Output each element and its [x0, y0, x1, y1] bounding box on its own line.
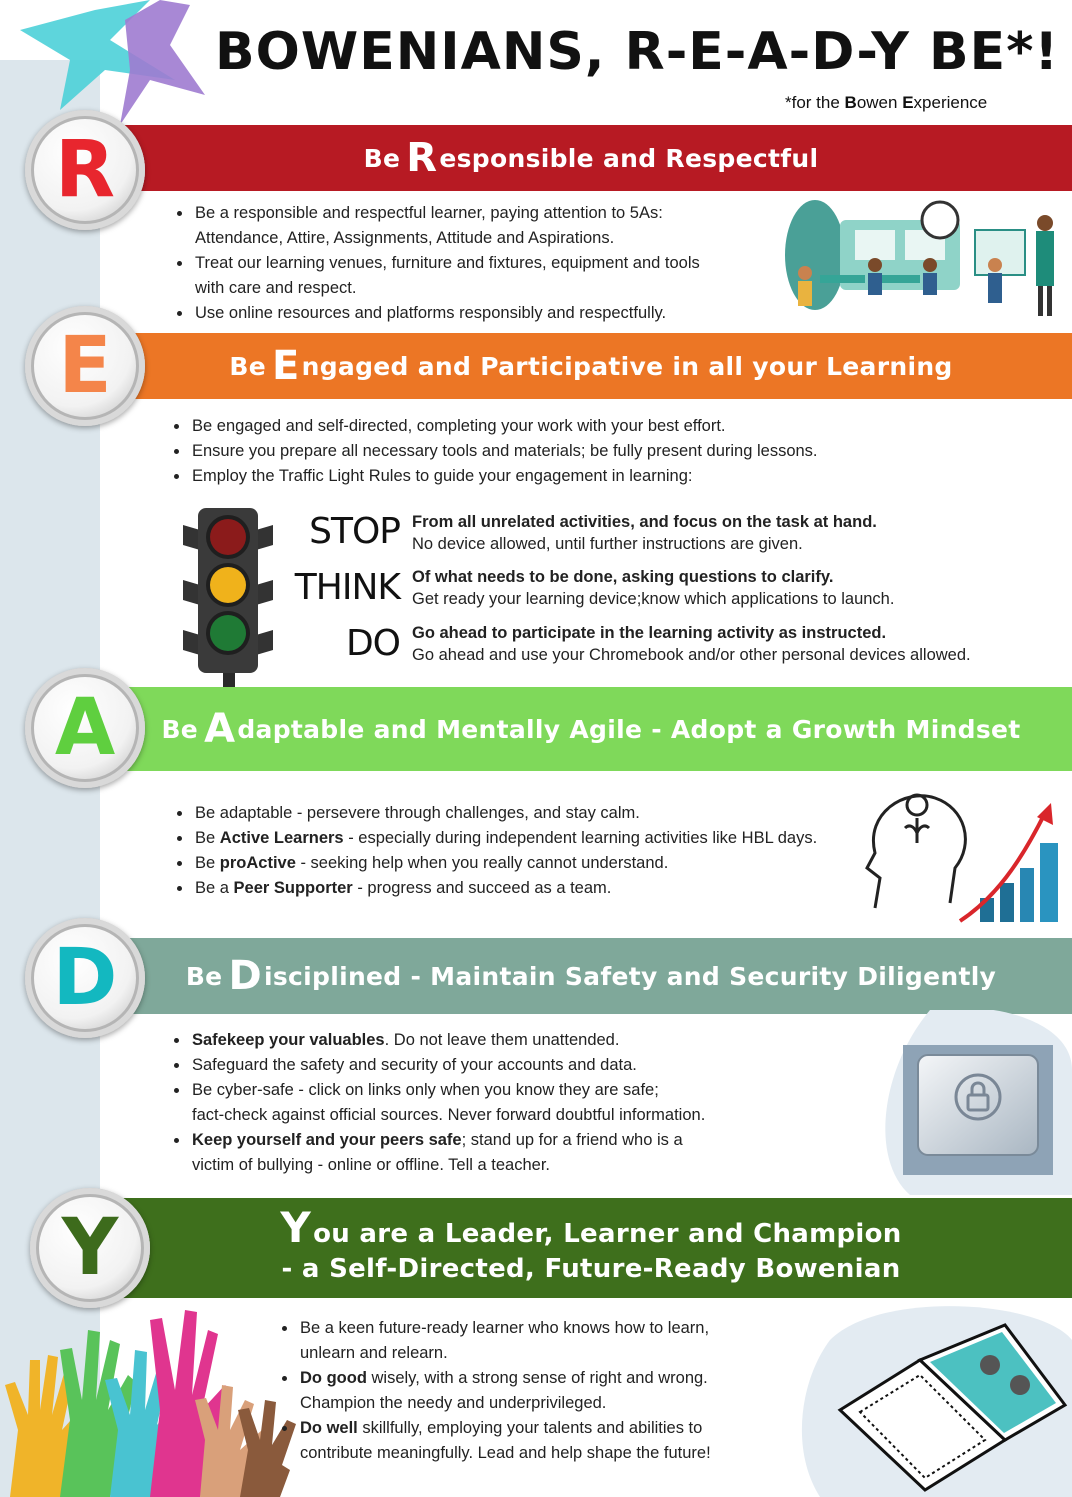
section-r-list: Be a responsible and respectful learner,… — [175, 201, 793, 326]
raised-hands-icon — [5, 1310, 296, 1497]
traffic-word-stop: STOP — [309, 511, 401, 552]
section-y-banner: You are a Leader, Learner and Champion -… — [110, 1198, 1072, 1298]
list-item: Employ the Traffic Light Rules to guide … — [190, 464, 1070, 489]
letter-y-badge: Y — [30, 1188, 150, 1308]
list-item: Treat our learning venues, furniture and… — [193, 251, 793, 301]
list-item: Be Active Learners - especially during i… — [193, 826, 913, 851]
traffic-text-think: Of what needs to be done, asking questio… — [412, 568, 895, 608]
list-item: Be a responsible and respectful learner,… — [193, 201, 793, 251]
letter-a-badge: A — [25, 668, 145, 788]
page-title: BOWENIANS, R-E-A-D-Y BE*! — [215, 22, 1060, 82]
list-item: Be a Peer Supporter - progress and succe… — [193, 876, 913, 901]
traffic-text-do: Go ahead to participate in the learning … — [412, 624, 971, 664]
list-item: Be a keen future-ready learner who knows… — [298, 1316, 818, 1366]
section-d-list: Safekeep your valuables. Do not leave th… — [172, 1028, 890, 1178]
star-decoration-icon — [20, 0, 205, 125]
section-y-banner-line1: You are a Leader, Learner and Champion — [280, 1202, 902, 1252]
list-item: Be engaged and self-directed, completing… — [190, 414, 1070, 439]
traffic-word-think: THINK — [294, 567, 401, 608]
list-item: Ensure you prepare all necessary tools a… — [190, 439, 1070, 464]
traffic-light-icon — [183, 508, 273, 687]
list-item: Keep yourself and your peers safe; stand… — [190, 1128, 890, 1178]
list-item: Be cyber-safe - click on links only when… — [190, 1078, 890, 1128]
growth-mindset-icon — [865, 793, 1058, 923]
page-subtitle: *for the Bowen Experience — [785, 93, 988, 112]
traffic-text-stop: From all unrelated activities, and focus… — [412, 513, 877, 553]
list-item: Safeguard the safety and security of you… — [190, 1053, 890, 1078]
letter-d-badge: D — [25, 918, 145, 1038]
section-y-banner-line2: - a Self-Directed, Future-Ready Bowenian — [281, 1253, 901, 1284]
list-item: Do good wisely, with a strong sense of r… — [298, 1366, 818, 1416]
letter-r-badge: R — [25, 110, 145, 230]
list-item: Be proActive - seeking help when you rea… — [193, 851, 913, 876]
list-item: Be adaptable - persevere through challen… — [193, 801, 913, 826]
list-item: Do well skillfully, employing your talen… — [298, 1416, 818, 1466]
section-e-list: Be engaged and self-directed, completing… — [172, 414, 1070, 489]
laptop-icon — [801, 1306, 1072, 1497]
list-item: Use online resources and platforms respo… — [193, 301, 793, 326]
letter-e-badge: E — [25, 306, 145, 426]
lock-key-icon — [903, 1045, 1053, 1175]
traffic-word-do: DO — [345, 623, 401, 664]
section-y-list: Be a keen future-ready learner who knows… — [280, 1316, 818, 1466]
classroom-illustration-icon — [785, 200, 1054, 316]
list-item: Safekeep your valuables. Do not leave th… — [190, 1028, 890, 1053]
section-a-list: Be adaptable - persevere through challen… — [175, 801, 913, 901]
